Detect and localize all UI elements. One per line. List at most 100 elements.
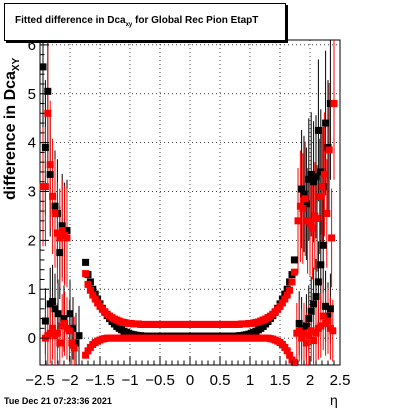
point-black [302,322,310,330]
point-red [294,217,302,225]
point-red [328,234,336,242]
point-black [319,241,327,249]
point-red [44,109,52,117]
x-tick-label: −2.5 [25,372,55,389]
point-black [60,315,68,323]
point-red [278,299,286,307]
point-red [63,234,71,242]
point-red [283,347,291,355]
point-black [314,278,322,286]
point-black [51,202,59,210]
point-red [288,278,296,286]
point-red [323,209,331,217]
point-black [39,63,47,71]
point-red [53,229,61,237]
point-black [300,190,308,198]
point-red [86,286,94,294]
point-black [326,305,334,313]
point-black [63,227,71,235]
point-red [56,234,64,242]
grid-lines [40,40,340,365]
point-red [313,214,321,222]
y-axis-label: difference in DcaXY [2,57,22,200]
point-black [51,305,59,313]
x-tick-label: −2 [61,372,78,389]
y-tick-label: 1 [28,281,36,298]
point-black [322,119,330,127]
point-red [51,209,59,217]
point-red [300,329,308,337]
x-tick-label: 1 [246,372,254,389]
point-red [283,291,291,299]
x-tick-label: 0 [186,372,194,389]
point-black [324,312,332,320]
timestamp: Tue Dec 21 07:23:36 2021 [4,396,112,406]
point-red [329,327,337,335]
point-red [61,319,69,327]
point-black [307,307,315,315]
point-red [84,280,92,288]
x-axis-label: η [330,392,338,408]
point-red [318,183,326,191]
point-black [298,185,306,193]
point-red [41,183,49,191]
y-tick-label: 3 [28,184,36,201]
point-black [295,319,303,327]
point-red [91,295,99,303]
point-red [82,351,90,359]
point-red [82,270,90,278]
point-red [56,339,64,347]
y-tick-label: 2 [28,232,36,249]
point-black [58,222,66,230]
point-black [72,339,80,347]
point-red [310,337,318,345]
point-black [305,175,313,183]
point-red [307,327,315,335]
chart-title-box: Fitted difference in Dcaxy for Global Re… [4,3,286,41]
point-red [49,324,57,332]
point-black [310,178,318,186]
series-black [39,63,334,347]
point-black [326,100,334,108]
point-red [70,344,78,352]
point-red [324,317,332,325]
point-black [46,170,54,178]
point-red [281,295,289,303]
point-black [56,249,64,257]
point-black [305,315,313,323]
axes [39,44,341,365]
point-red [298,334,306,342]
point-red [49,192,57,200]
point-red [290,268,298,276]
point-black [310,300,318,308]
point-red [305,332,313,340]
point-black [302,200,310,208]
point-red [89,291,97,299]
point-black [66,310,74,318]
y-tick-label: 5 [28,86,36,103]
point-red [316,192,324,200]
point-black [290,256,298,264]
x-tick-label: 2.5 [330,372,351,389]
series-red [39,100,338,367]
x-tick-labels: −2.5 −2 −1.5 −1 −0.5 0 0.5 1 1.5 2 2.5 [25,372,350,389]
point-red [65,327,73,335]
point-red [295,327,303,335]
point-red [301,195,309,203]
point-red [330,100,338,108]
point-black [69,324,77,332]
point-red [317,322,325,330]
x-tick-label: −1 [121,372,138,389]
point-black [317,168,325,176]
point-red [302,339,310,347]
point-black [41,317,49,325]
point-red [68,339,76,347]
x-tick-label: 0.5 [210,372,231,389]
point-red [58,227,66,235]
point-black [312,293,320,301]
point-red [46,329,54,337]
point-red [308,224,316,232]
y-tick-labels: 0 1 2 3 4 5 6 [28,37,36,347]
y-tick-label: 4 [28,135,36,152]
